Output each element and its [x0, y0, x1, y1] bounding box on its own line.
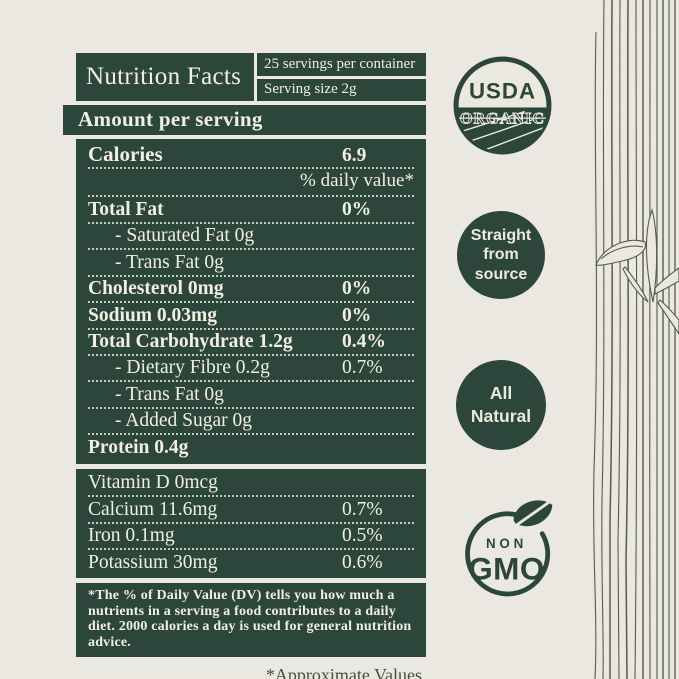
label-header: Nutrition Facts 25 servings per containe…: [76, 53, 426, 101]
micronutrient-row: Potassium 30mg 0.6%: [88, 551, 383, 573]
reed-leaves: [595, 208, 679, 335]
all-natural-badge: All Natural: [456, 360, 546, 450]
label-title-text: Nutrition Facts: [86, 63, 242, 90]
non-gmo-badge: NON GMO: [465, 500, 553, 597]
micronutrient-table: Vitamin D 0mcg Calcium 11.6mg 0.7% Iron 0…: [76, 468, 426, 579]
calories-value: 6.9: [342, 144, 367, 166]
daily-value-header-text: % daily value*: [300, 170, 414, 192]
reed-stalks: [593, 0, 676, 679]
calories-label: Calories: [88, 141, 163, 166]
nutrient-row: Total Carbohydrate 1.2g 0.4%: [88, 330, 414, 356]
amount-per-serving-bar: Amount per serving: [63, 105, 426, 135]
nutrient-row: Protein 0.4g: [88, 436, 189, 458]
approximate-values-note: *Approximate Values: [265, 665, 422, 679]
nutrient-row: - Added Sugar 0g: [88, 409, 414, 436]
servings-per-container: 25 servings per container: [257, 53, 426, 76]
footnote: *The % of Daily Value (DV) tells you how…: [76, 583, 426, 658]
amount-per-serving-text: Amount per serving: [78, 107, 263, 131]
micronutrient-row: Calcium 11.6mg 0.7%: [88, 497, 414, 524]
page-title: Nutrition Facts: [76, 53, 254, 101]
nutrient-row: Total Fat 0%: [88, 197, 414, 224]
leaf-stem-line: [507, 500, 552, 532]
serving-size-text: Serving size 2g: [264, 81, 357, 98]
serving-size: Serving size 2g: [257, 78, 426, 101]
non-gmo-ring: [465, 511, 551, 597]
nutrient-table: Calories 6.9 % daily value* Total Fat 0% …: [76, 139, 426, 464]
nutrient-row: - Saturated Fat 0g: [88, 224, 414, 251]
nutrition-label: Nutrition Facts 25 servings per containe…: [63, 53, 426, 679]
serving-info: 25 servings per container Serving size 2…: [257, 53, 426, 101]
usda-organic-badge: USDA ORGANIC: [453, 56, 552, 155]
nutrient-row: - Dietary Fibre 0.2g 0.7%: [88, 356, 414, 383]
nutrient-row: Sodium 0.03mg 0%: [88, 303, 414, 330]
footnote-text: *The % of Daily Value (DV) tells you how…: [88, 588, 412, 650]
nutrient-row: - Trans Fat 0g: [88, 250, 414, 277]
organic-text: ORGANIC: [460, 111, 545, 128]
calories-row: Calories 6.9: [88, 141, 414, 170]
servings-per-container-text: 25 servings per container: [264, 55, 416, 72]
micronutrient-row: Vitamin D 0mcg: [88, 471, 414, 498]
straight-from-source-badge: Straight from source: [457, 211, 545, 299]
nutrient-row: - Trans Fat 0g: [88, 382, 414, 409]
micronutrient-row: Iron 0.1mg 0.5%: [88, 524, 414, 551]
reed-illustration: [593, 0, 679, 679]
nutrient-row: Cholesterol 0mg 0%: [88, 277, 414, 304]
usda-text: USDA: [469, 78, 536, 103]
daily-value-header: % daily value*: [88, 169, 414, 198]
gmo-text: GMO: [468, 551, 545, 587]
non-text: NON: [486, 536, 527, 551]
